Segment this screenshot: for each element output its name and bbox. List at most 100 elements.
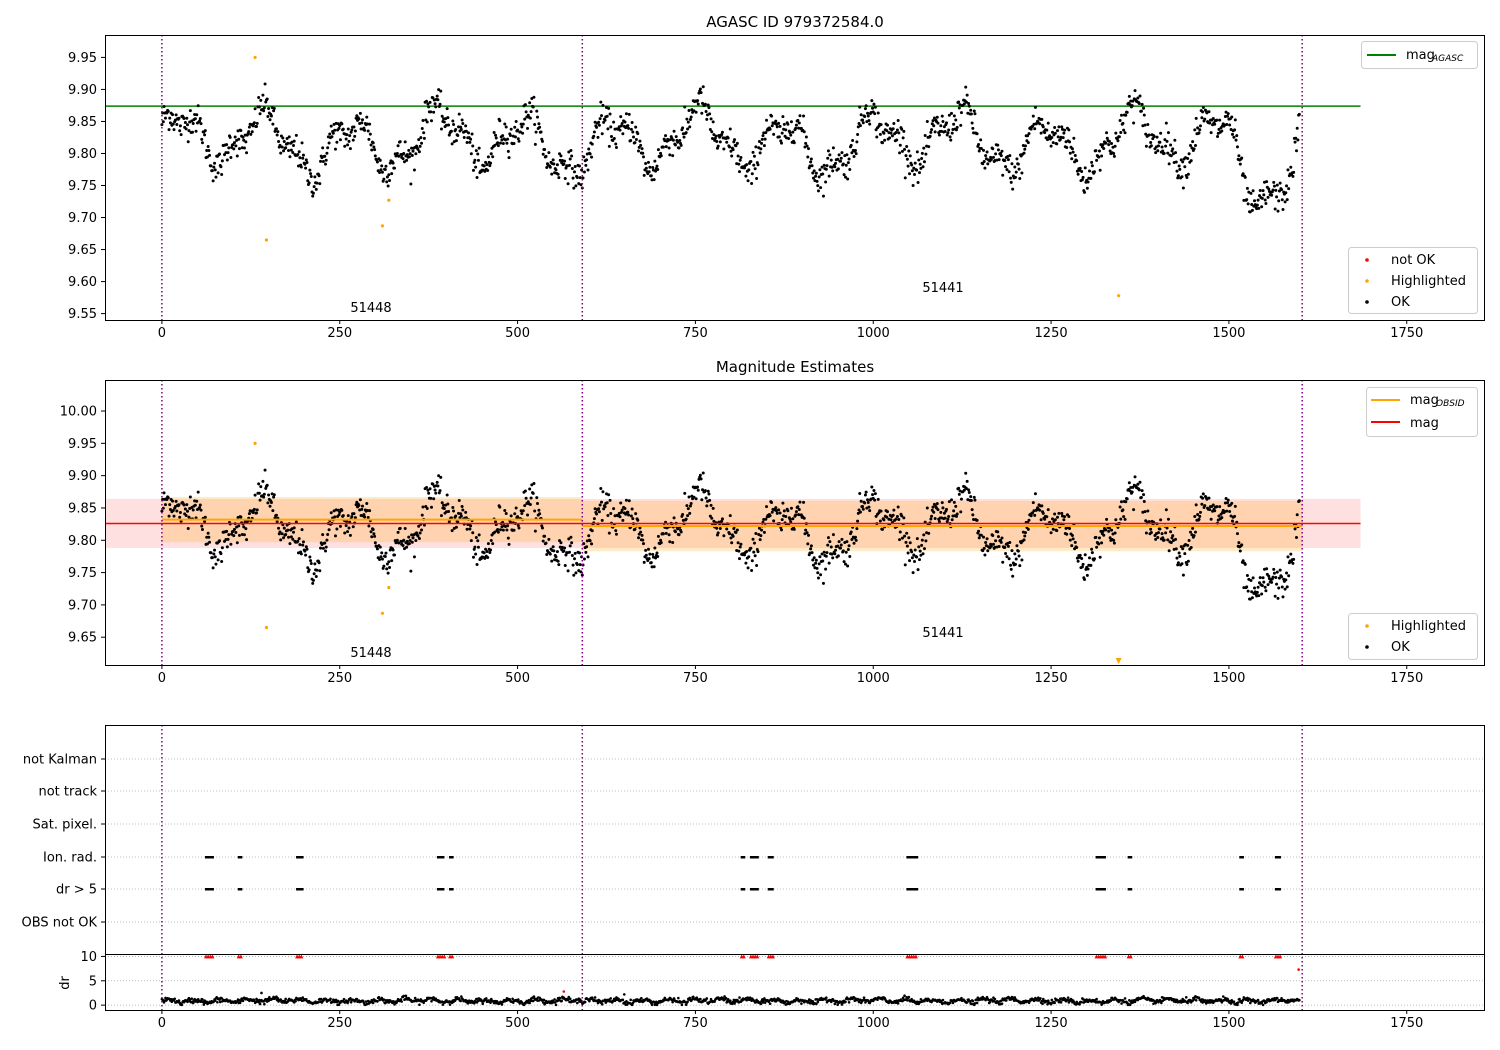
dr-point [975,1001,979,1005]
ok-point [464,516,468,520]
ok-point [577,164,581,168]
ok-point [704,110,708,114]
dr-point [537,999,541,1002]
ok-point [711,506,715,510]
ok-point [1007,170,1011,174]
dr-point [1046,999,1050,1002]
ok-point [846,564,850,568]
ok-point [513,135,517,139]
dr-point [1009,998,1013,1001]
ok-point [885,123,889,127]
ok-point [664,531,668,535]
dr-point [1004,999,1008,1002]
ok-point [1238,549,1242,553]
ok-point [972,518,976,522]
dr-point [1174,1000,1177,1004]
ok-point [644,553,648,557]
ok-point [967,488,971,492]
ok-point [218,152,222,156]
ok-point [716,144,720,148]
ok-point [301,540,305,544]
ok-point [470,132,474,136]
ok-point [920,543,924,547]
ok-point [592,517,596,521]
ok-point [917,171,921,175]
ok-point [614,529,618,533]
ok-point [209,551,213,555]
ok-point [900,514,904,518]
ok-point [1070,544,1074,548]
ok-point [384,551,388,555]
ok-point [255,121,259,125]
ok-point [1060,511,1064,515]
ok-point [1291,174,1295,178]
ok-point [903,176,907,180]
ok-point [933,130,937,134]
dr-point [201,998,204,1001]
ok-point [911,184,915,188]
ok-point [1260,205,1264,209]
ok-point [805,531,809,535]
ok-point [1280,198,1284,202]
ok-point [442,120,446,124]
ok-point [853,535,857,539]
ok-point [1004,165,1008,169]
ok-point [1213,509,1217,513]
ok-point [182,503,186,507]
ok-point [698,87,702,91]
ok-point [947,515,951,519]
dr-point [1049,1002,1053,1006]
ok-point [1070,157,1074,161]
ok-point [1193,530,1197,534]
ok-point [570,167,574,171]
ok-point [375,547,379,551]
ok-point [826,149,830,153]
ion-rad-flag [212,856,214,859]
ok-point [1086,567,1090,571]
ok-point [959,497,963,501]
ok-point [543,148,547,152]
dr-point [257,1000,260,1004]
ok-point [1178,167,1182,171]
dr-flag [1277,888,1280,891]
ok-point [758,538,762,542]
ok-point [1068,526,1072,530]
ok-point [232,141,236,145]
ok-point [207,148,211,152]
ok-point [494,520,498,524]
ok-point [420,513,424,517]
ok-point [528,101,532,105]
ok-point [513,512,517,516]
ok-point [426,102,430,106]
ok-point [789,133,793,137]
ok-point [653,159,657,163]
ok-point [630,120,634,124]
ok-point [600,518,604,522]
ok-point [1209,517,1213,521]
ok-point [476,545,480,549]
ok-point [1140,102,1144,106]
dr-flag [1102,888,1105,891]
ok-point [224,537,228,541]
ok-point [573,551,577,555]
ok-point [919,166,923,170]
dr-point [404,994,408,998]
ok-point [1131,99,1135,103]
ok-point [491,155,495,159]
dr-point [213,999,217,1002]
ok-point [1071,537,1075,541]
ok-point [902,129,906,133]
ok-point [1271,575,1275,579]
ok-point [462,136,466,140]
ok-point [198,506,202,510]
ok-point [736,154,740,158]
dr-point [862,996,866,999]
ok-point [182,117,186,121]
ok-point [360,507,364,511]
ok-point [982,535,986,539]
offscale-marker [1115,658,1122,664]
ok-point [489,161,493,165]
dr-flag [1101,888,1104,891]
ok-point [417,524,421,528]
ok-point [1164,508,1168,512]
